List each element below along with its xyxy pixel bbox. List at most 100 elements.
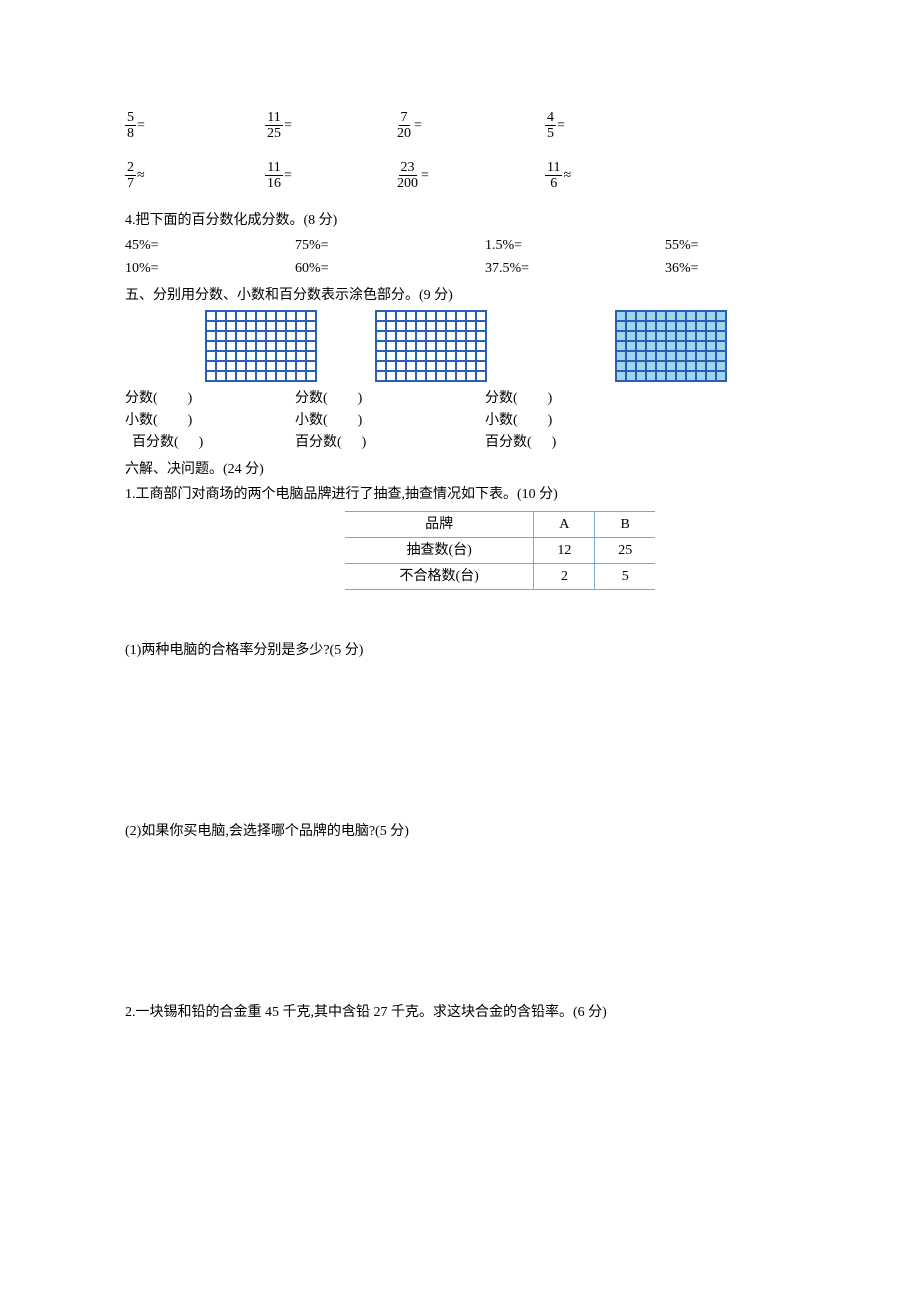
grid-cell: [296, 371, 306, 381]
percent-item: 10%=: [125, 258, 295, 279]
grid-cell: [236, 311, 246, 321]
grid-cell: [376, 311, 386, 321]
grid: [205, 310, 317, 382]
grid-cell: [416, 311, 426, 321]
grid-cell: [386, 351, 396, 361]
grid-cell: [426, 331, 436, 341]
grid-cell: [206, 341, 216, 351]
label-row: 分数()分数()分数(): [125, 388, 795, 409]
grid-cell: [416, 331, 426, 341]
grid-cell: [376, 361, 386, 371]
grid-cell: [706, 311, 716, 321]
grid-cell: [206, 361, 216, 371]
grid-cell: [686, 341, 696, 351]
fraction: 23200: [395, 160, 420, 192]
grid-cell: [636, 321, 646, 331]
grid-cell: [716, 331, 726, 341]
grid-cell: [656, 331, 666, 341]
td-r1c1: 2: [534, 563, 595, 589]
grid-cell: [616, 311, 626, 321]
grid-cell: [706, 331, 716, 341]
equals-sign: =: [284, 165, 292, 186]
grid-cell: [676, 371, 686, 381]
grid-label: 百分数(): [485, 432, 635, 453]
td-r1c0: 不合格数(台): [345, 563, 534, 589]
grid-cell: [266, 341, 276, 351]
grid-cell: [396, 361, 406, 371]
fraction-numerator: 11: [265, 110, 282, 126]
grid-cell: [656, 351, 666, 361]
grid-cell: [666, 361, 676, 371]
grid-cell: [296, 361, 306, 371]
grid-cell: [246, 311, 256, 321]
grid-cell: [256, 331, 266, 341]
grid-cell: [626, 331, 636, 341]
grid-cell: [626, 371, 636, 381]
grid-cell: [416, 371, 426, 381]
grid-cell: [696, 351, 706, 361]
grid-cell: [236, 331, 246, 341]
td-r0c2: 25: [595, 537, 655, 563]
grid-cell: [286, 371, 296, 381]
grid-cell: [406, 321, 416, 331]
grid-cell: [456, 311, 466, 321]
grid-cell: [686, 331, 696, 341]
fraction-denominator: 7: [125, 176, 136, 191]
fraction-numerator: 2: [125, 160, 136, 176]
fraction-item: 58=: [125, 110, 265, 142]
grid-cell: [696, 311, 706, 321]
grid-cell: [476, 321, 486, 331]
grid-cell: [266, 321, 276, 331]
grid-cell: [226, 361, 236, 371]
fraction-item: 23200=: [395, 160, 545, 192]
grid-cell: [306, 311, 316, 321]
label-row: 百分数()百分数()百分数(): [125, 432, 795, 453]
grid-cell: [246, 351, 256, 361]
grid-cell: [276, 371, 286, 381]
grid-cell: [236, 351, 246, 361]
grid-cell: [716, 351, 726, 361]
grid-cell: [426, 341, 436, 351]
fraction-numerator: 11: [545, 160, 562, 176]
grid-cell: [676, 311, 686, 321]
grid-cell: [666, 371, 676, 381]
grid-cell: [256, 311, 266, 321]
fraction-numerator: 7: [399, 110, 410, 126]
grid-cell: [646, 331, 656, 341]
grid-cell: [666, 341, 676, 351]
grid-cell: [626, 351, 636, 361]
grid-cell: [216, 371, 226, 381]
grid-label: 百分数(): [125, 432, 295, 453]
grid-cell: [706, 351, 716, 361]
equals-sign: =: [557, 115, 565, 136]
grid-cell: [236, 341, 246, 351]
grid-cell: [436, 311, 446, 321]
grid-cell: [476, 361, 486, 371]
grid-cell: [406, 331, 416, 341]
grid-cell: [266, 371, 276, 381]
grid-cell: [446, 361, 456, 371]
grid-cell: [686, 321, 696, 331]
grid-cell: [436, 371, 446, 381]
fraction-numerator: 5: [125, 110, 136, 126]
grid-cell: [716, 341, 726, 351]
grid-cell: [646, 321, 656, 331]
fraction: 720: [395, 110, 413, 142]
grid-block: [615, 310, 735, 382]
grid-cell: [686, 371, 696, 381]
q6-1-2: (2)如果你买电脑,会选择哪个品牌的电脑?(5 分): [125, 821, 795, 842]
grid-cell: [716, 321, 726, 331]
percent-item: 60%=: [295, 258, 485, 279]
grid-cell: [456, 371, 466, 381]
grid-cell: [476, 311, 486, 321]
grid-cell: [646, 351, 656, 361]
grid-cell: [256, 341, 266, 351]
grid-cell: [716, 371, 726, 381]
grid-cell: [686, 361, 696, 371]
label-prefix: 百分数(: [295, 435, 342, 450]
grid-cell: [716, 361, 726, 371]
q6-1: 1.工商部门对商场的两个电脑品牌进行了抽查,抽查情况如下表。(10 分): [125, 484, 795, 505]
grid-cell: [456, 351, 466, 361]
grid-label: 小数(): [295, 410, 485, 431]
grid-cell: [266, 311, 276, 321]
